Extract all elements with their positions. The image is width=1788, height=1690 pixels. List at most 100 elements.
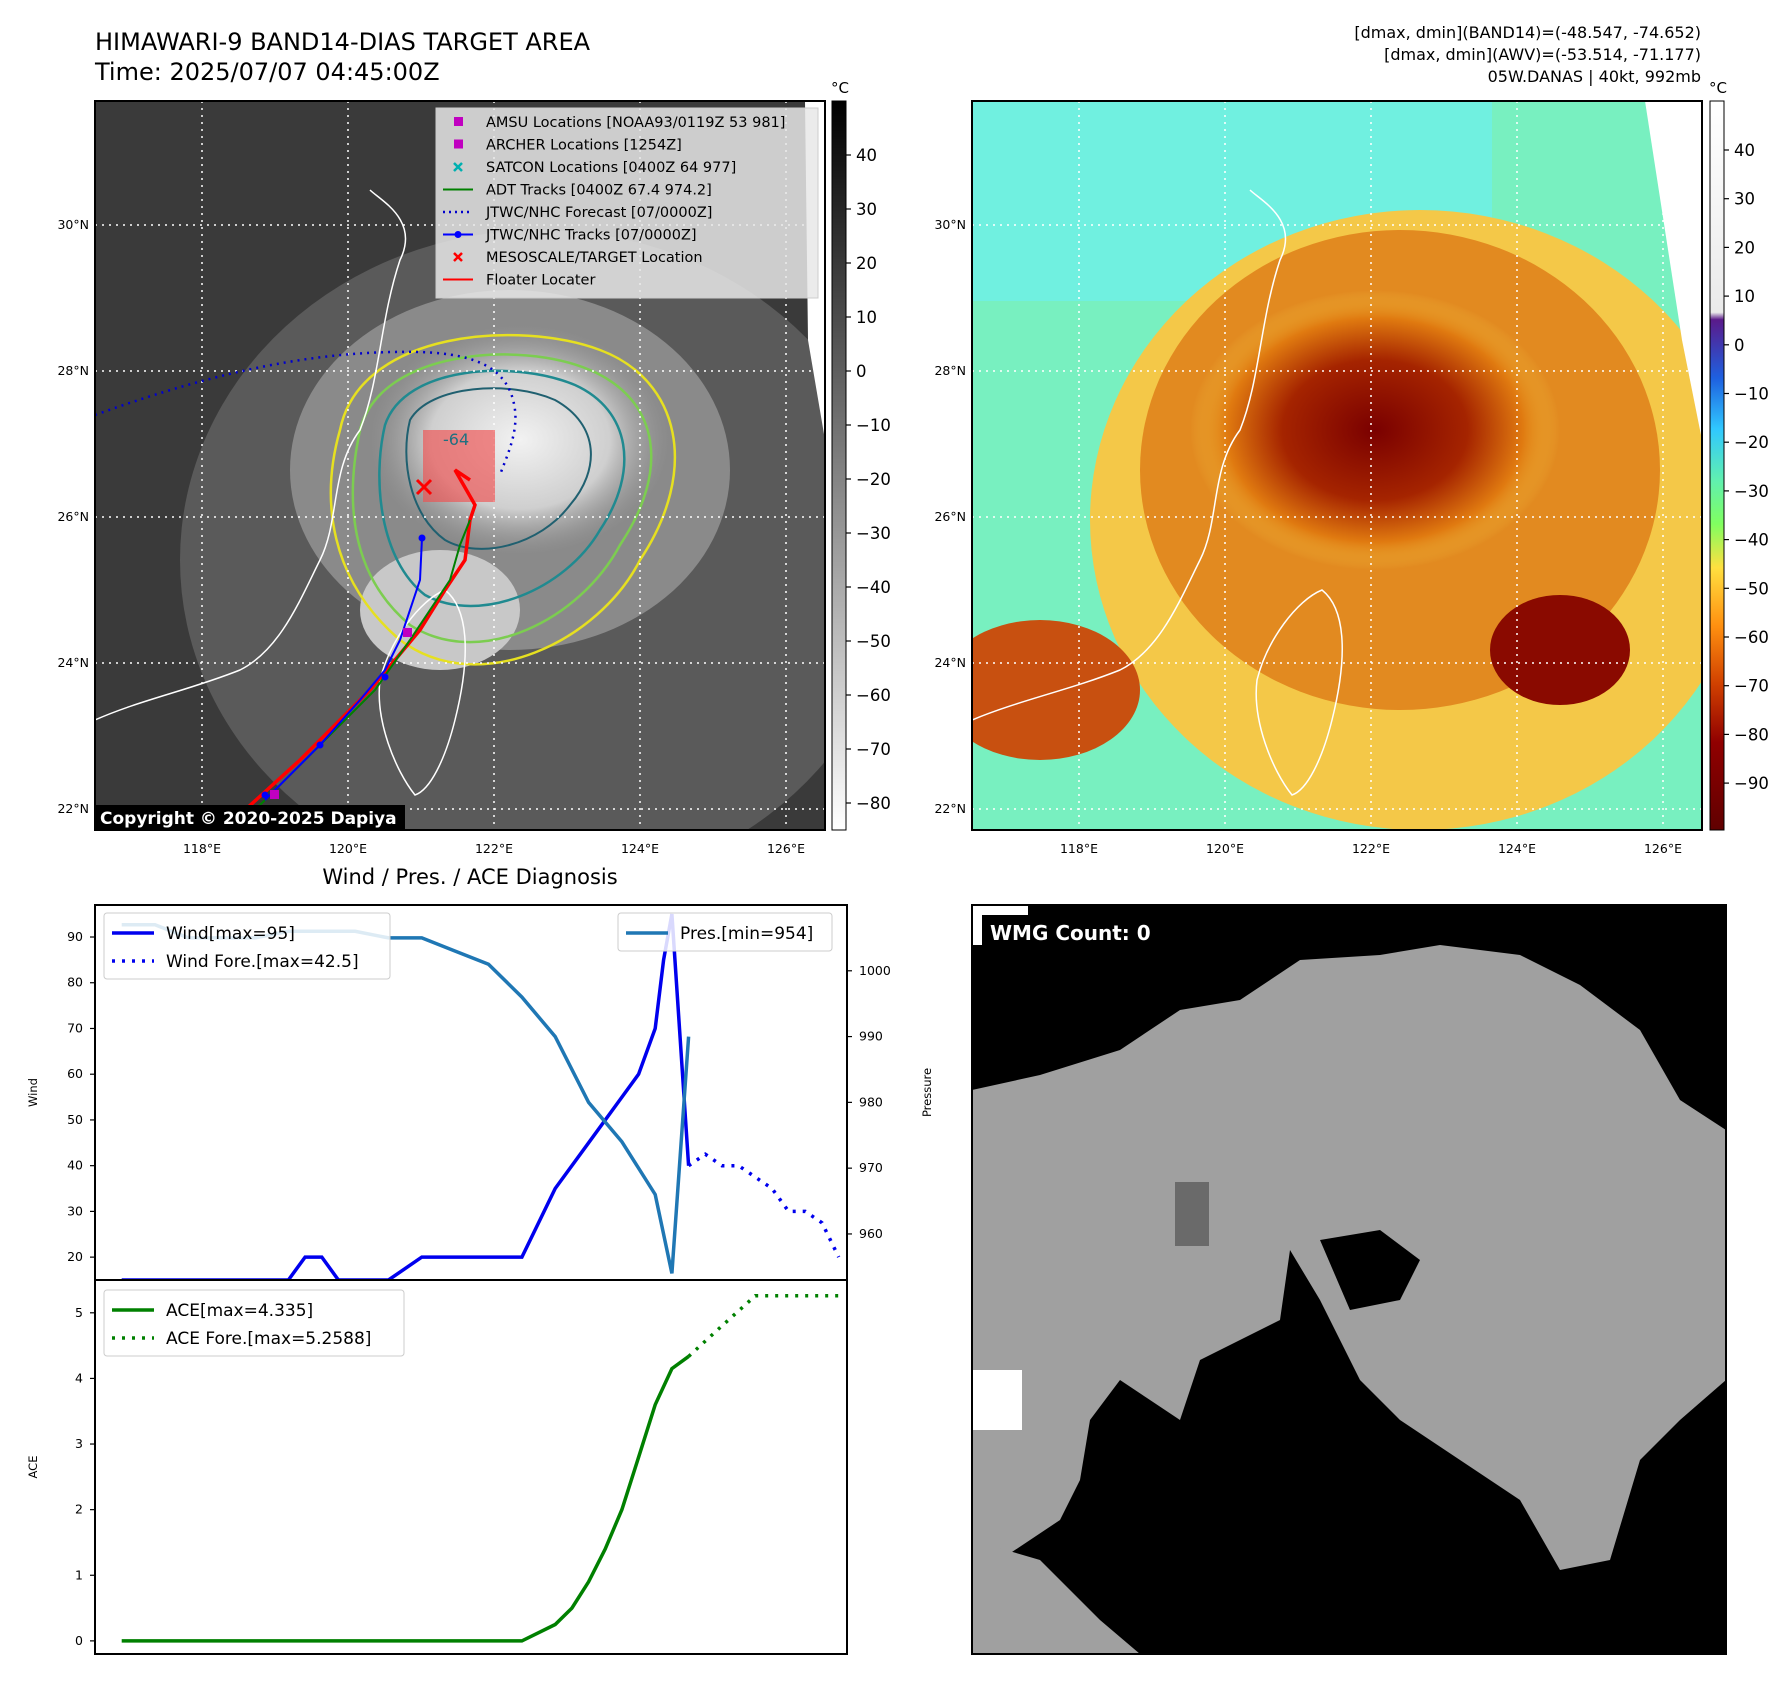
wmg-hole (1320, 1230, 1420, 1310)
mesoscale-target-box (423, 430, 495, 502)
y-axis-label: Wind (26, 1078, 40, 1107)
colorbar-tick-label: −70 (1734, 677, 1769, 696)
map-lat-label: 26°N (57, 509, 89, 524)
colorbar-tick-label: −20 (856, 470, 891, 489)
map-lon-label: 124°E (621, 841, 659, 856)
awv-colorbar-ticks: 40 30 20 10 0 −10 −20 −30 −40 −50 −60 −70 −80 −90 (1724, 141, 1769, 793)
y-tick-label: 70 (67, 1020, 83, 1035)
wmg-white-patch-left (972, 1370, 1022, 1430)
map-lat-label: 28°N (57, 363, 89, 378)
wmg-cloud-south (972, 1540, 1140, 1654)
colorbar-tick-label: −80 (1734, 725, 1769, 744)
y2-tick-label: 970 (859, 1160, 883, 1175)
map-lat-label: 30°N (934, 217, 966, 232)
legend-label: ARCHER Locations [1254Z] (486, 138, 682, 154)
chart-legend: ACE[max=4.335] ACE Fore.[max=5.2588] (103, 1289, 405, 1357)
colorbar-tick-label: −20 (1734, 433, 1769, 452)
y-tick-label: 80 (67, 975, 83, 990)
chart-legend: Wind[max=95] Wind Fore.[max=42.5] (103, 912, 391, 980)
map-lat-label: 22°N (57, 801, 89, 816)
map-lat-label: 24°N (57, 655, 89, 670)
colorbar-tick-label: −30 (856, 524, 891, 543)
colorbar-tick-label: 10 (856, 308, 877, 327)
colorbar-tick-label: 0 (856, 362, 867, 381)
mesoscale-target-marker (415, 478, 433, 496)
info-storm: 05W.DANAS | 40kt, 992mb (1488, 67, 1701, 86)
awv-colorbar (1709, 100, 1725, 831)
y-tick-label: 4 (75, 1370, 83, 1385)
awv-map-panel (972, 101, 1702, 830)
legend-entry: ARCHER Locations [1254Z] (454, 138, 682, 154)
ir-coastline-china (95, 189, 407, 721)
awv-coastline-taiwan (1255, 589, 1343, 796)
map-lon-label: 122°E (475, 841, 513, 856)
y-tick-label: 40 (67, 1158, 83, 1173)
diagnosis-title: Wind / Pres. / ACE Diagnosis (322, 865, 617, 889)
series-line (687, 1152, 841, 1258)
contour-label: -64 (443, 430, 469, 449)
legend-label: AMSU Locations [NOAA93/0119Z 53 981] (486, 115, 785, 131)
awv-map-frame (971, 100, 1703, 831)
y-tick-label: 20 (67, 1249, 83, 1264)
map-lon-label: 118°E (1060, 841, 1098, 856)
y2-tick-label: 980 (859, 1094, 883, 1109)
chart-legend: Pres.[min=954] (617, 912, 833, 952)
colorbar-tick-label: −30 (1734, 482, 1769, 501)
ir-cloud-core (370, 325, 670, 555)
map-lat-label: 28°N (934, 363, 966, 378)
wind-pressure-chart: 20 30 40 50 60 70 80 90 Wind 960 970 980 990 1000 Pres… (26, 912, 934, 1282)
awv-edge-mask (1645, 101, 1702, 440)
copyright-box (95, 805, 405, 830)
wmg-label-box (982, 915, 1160, 949)
figure-time: Time: 2025/07/07 04:45:00Z (94, 58, 440, 86)
colorbar-tick-label: −60 (856, 686, 891, 705)
map-lat-label: 30°N (57, 217, 89, 232)
colorbar-tick-label: −40 (1734, 531, 1769, 550)
wmg-panel: WMG Count: 0 (972, 905, 1726, 1654)
wmg-dark-patch (1175, 1182, 1209, 1246)
colorbar-tick-label: −50 (1734, 579, 1769, 598)
ir-cloud-south (360, 550, 520, 670)
ir-contour-teal (378, 369, 626, 608)
legend-label: ACE Fore.[max=5.2588] (166, 1329, 371, 1349)
y2-axis-label: Pressure (920, 1068, 934, 1117)
awv-colorbar-unit: °C (1709, 79, 1727, 97)
legend-label: Pres.[min=954] (680, 924, 813, 944)
amsu-archer-markers (270, 628, 412, 799)
legend-label: JTWC/NHC Forecast [07/0000Z] (485, 205, 712, 221)
y2-tick-label: 960 (859, 1226, 883, 1241)
y2-tick-label: 1000 (859, 963, 891, 978)
colorbar-tick-label: 20 (1734, 238, 1755, 257)
y-tick-label: 0 (75, 1633, 83, 1648)
ir-colorbar-unit: °C (831, 79, 849, 97)
figure-title: HIMAWARI-9 BAND14-DIAS TARGET AREA (95, 28, 591, 56)
y-tick-label: 90 (67, 929, 83, 944)
copyright-text: Copyright © 2020-2025 Dapiya (100, 809, 397, 829)
colorbar-tick-label: −10 (856, 416, 891, 435)
legend-x-icon (453, 162, 463, 172)
colorbar-tick-label: −70 (856, 740, 891, 759)
legend-label: MESOSCALE/TARGET Location (486, 250, 703, 266)
colorbar-tick-label: −90 (1734, 774, 1769, 793)
colorbar-tick-label: −80 (856, 794, 891, 813)
jtwc-track-points (261, 534, 426, 799)
ir-contour-inner (405, 387, 592, 550)
wmg-frame (971, 904, 1727, 1655)
legend-label: ACE[max=4.335] (166, 1301, 313, 1321)
legend-entry: ADT Tracks [0400Z 67.4 974.2] (443, 183, 712, 199)
ir-colorbar-ticks: 40 30 20 10 0 −10 −20 −30 −40 −50 −60 −70 −80 (846, 146, 891, 813)
legend-entry: AMSU Locations [NOAA93/0119Z 53 981] (454, 115, 785, 131)
y2-tick-label: 990 (859, 1029, 883, 1044)
legend-label: Wind[max=95] (166, 924, 295, 944)
info-awv: [dmax, dmin](AWV)=(-53.514, -71.177) (1384, 45, 1701, 64)
y-tick-label: 2 (75, 1502, 83, 1517)
colorbar-tick-label: 0 (1734, 336, 1745, 355)
legend-square-icon (454, 117, 463, 126)
colorbar-tick-label: 20 (856, 254, 877, 273)
legend-entry: JTWC/NHC Forecast [07/0000Z] (443, 205, 712, 221)
map-lat-label: 26°N (934, 509, 966, 524)
map-lon-label: 118°E (183, 841, 221, 856)
ace-chart-frame (94, 1279, 848, 1655)
map-lat-label: 24°N (934, 655, 966, 670)
